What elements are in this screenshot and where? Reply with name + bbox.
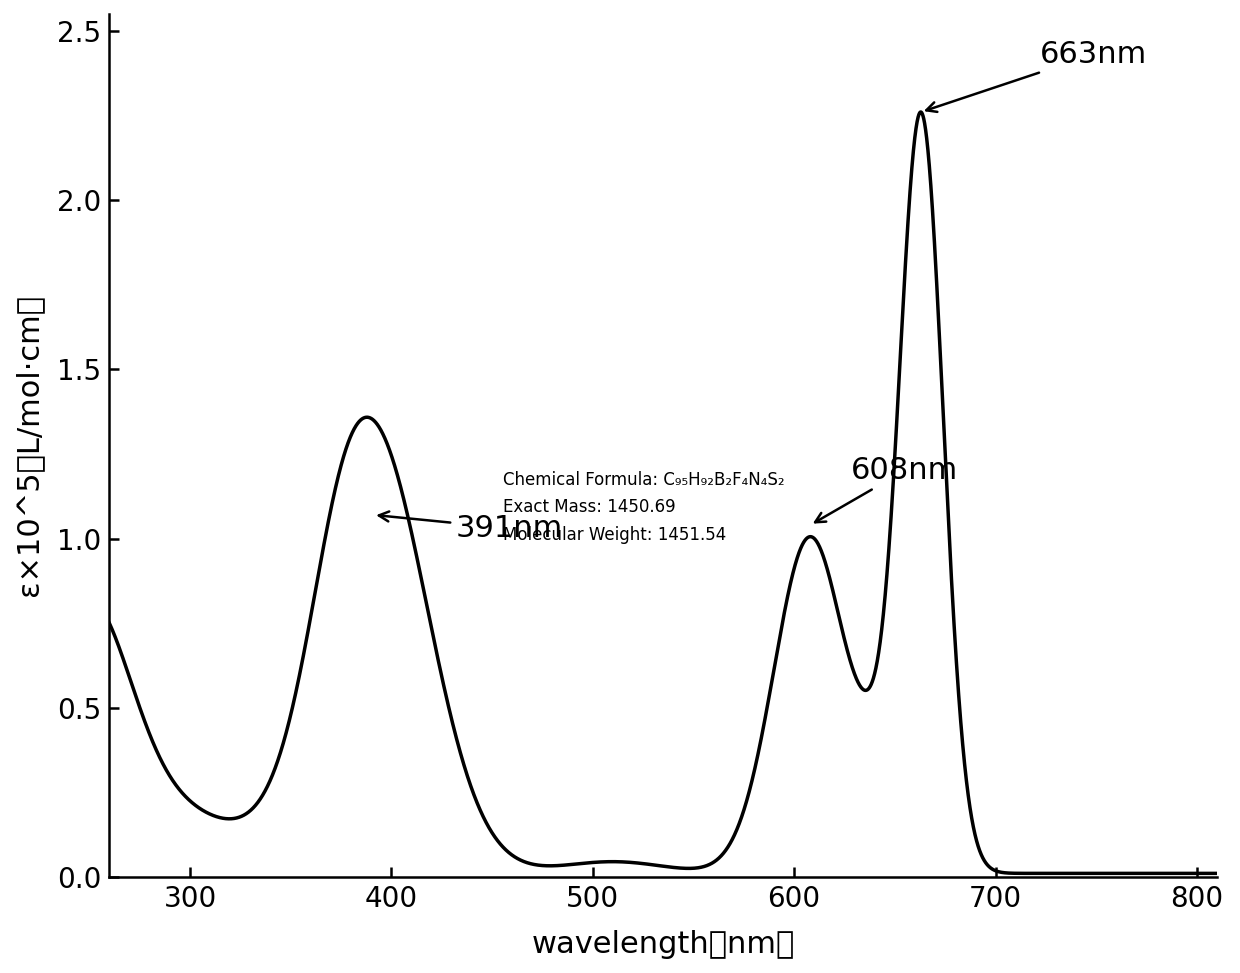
- Text: 608nm: 608nm: [815, 456, 957, 523]
- Text: 663nm: 663nm: [926, 40, 1147, 112]
- Text: Chemical Formula: C₉₅H₉₂B₂F₄N₄S₂
Exact Mass: 1450.69
Molecular Weight: 1451.54: Chemical Formula: C₉₅H₉₂B₂F₄N₄S₂ Exact M…: [502, 471, 784, 544]
- Y-axis label: ε×10^5（L/mol·cm）: ε×10^5（L/mol·cm）: [14, 295, 43, 596]
- X-axis label: wavelength（nm）: wavelength（nm）: [532, 930, 795, 959]
- Text: 391nm: 391nm: [379, 512, 563, 543]
